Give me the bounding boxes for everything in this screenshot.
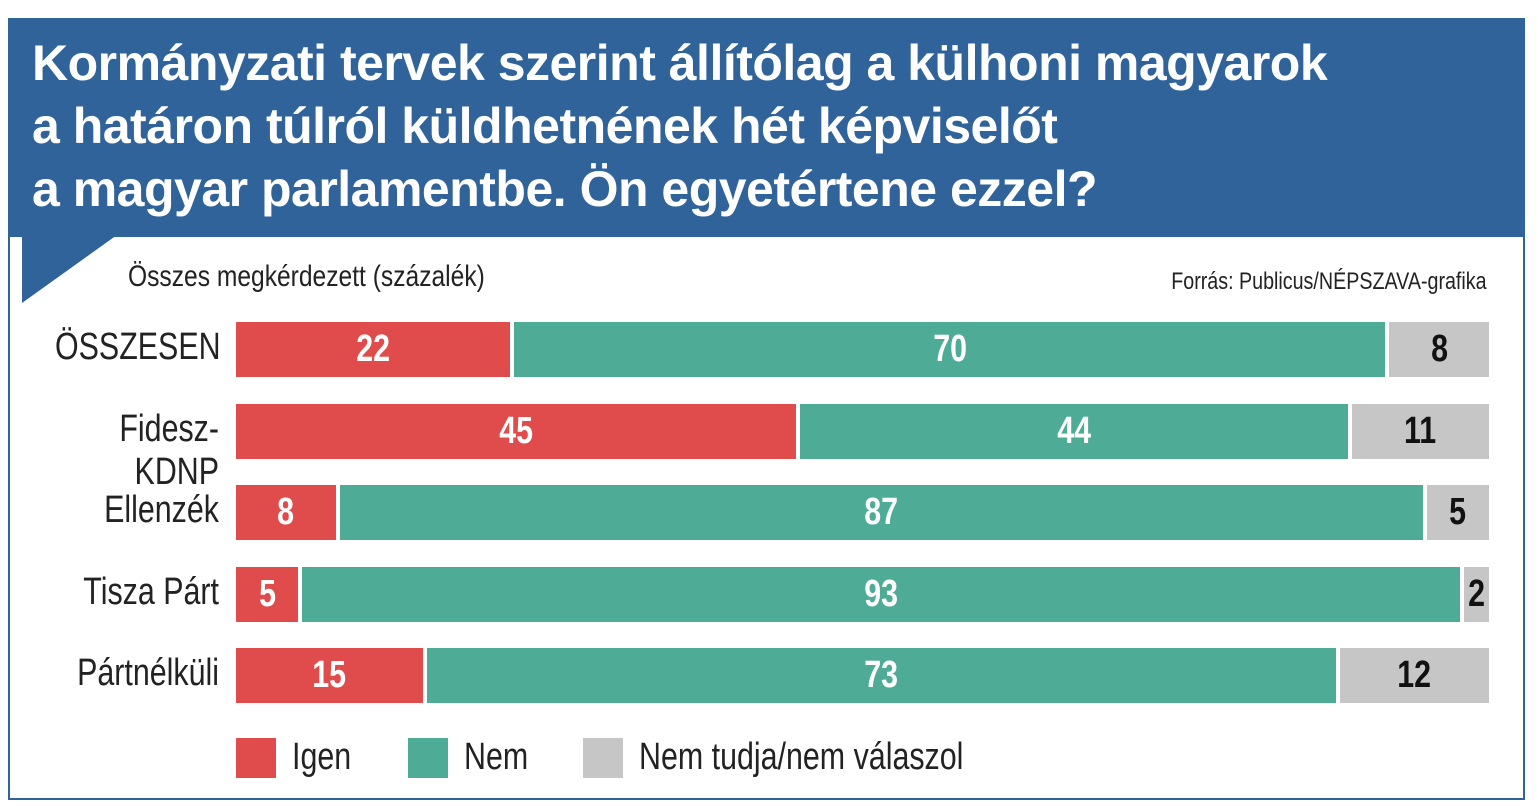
bar-nem: 11 (1352, 403, 1489, 459)
data-label: 5 (1449, 491, 1467, 533)
bar-nem: 73 (426, 648, 1336, 703)
data-label: 11 (1404, 409, 1437, 452)
data-label: 73 (864, 654, 899, 696)
bar-nem: 93 (302, 566, 1461, 622)
legend-label: Igen (292, 736, 352, 778)
bar-nem: 2 (1464, 566, 1489, 622)
legend-label: Nem (464, 736, 529, 778)
category-label: Ellenzék (104, 489, 219, 531)
chart-subtitle: Összes megkérdezett (százalék) (128, 260, 485, 293)
data-label: 8 (277, 491, 295, 533)
title-banner: Kormányzati tervek szerint állítólag a k… (10, 20, 1523, 237)
banner-pointer (22, 235, 117, 303)
data-label: 8 (1430, 328, 1448, 370)
category-label: Fidesz-KDNP (119, 407, 219, 493)
chart-source: Forrás: Publicus/NÉPSZAVA-grafika (1171, 268, 1487, 295)
data-label: 22 (356, 328, 390, 370)
bar-igen: 5 (236, 566, 299, 622)
bar-nem: 12 (1339, 648, 1489, 703)
bar-igen: 15 (236, 648, 423, 703)
legend-swatch (583, 738, 623, 778)
category-label: Tisza Párt (83, 570, 219, 613)
bar-igen: 8 (236, 485, 336, 540)
data-label: 44 (1057, 409, 1092, 452)
data-label: 93 (864, 572, 899, 615)
legend-swatch (408, 738, 448, 778)
bar-nem: 5 (1426, 485, 1489, 540)
chart-title: Kormányzati tervek szerint állítólag a k… (32, 35, 1328, 217)
bar-nem: 87 (339, 485, 1423, 540)
data-label: 70 (932, 328, 967, 370)
bar-igen: 45 (236, 403, 797, 459)
bar-nem: 44 (800, 403, 1349, 459)
data-label: 5 (258, 572, 276, 615)
chart-frame: Kormányzati tervek szerint állítólag a k… (8, 18, 1525, 800)
data-label: 15 (312, 654, 347, 696)
legend-label: Nem tudja/nem válaszol (639, 736, 964, 778)
bar-igen: 22 (236, 322, 510, 377)
category-label: ÖSSZESEN (55, 326, 221, 368)
data-label: 87 (864, 491, 899, 533)
data-label: 2 (1468, 572, 1485, 615)
category-label: Pártnélküli (77, 652, 219, 694)
data-label: 12 (1397, 654, 1432, 696)
data-label: 45 (499, 409, 534, 452)
bar-nem: 8 (1389, 322, 1489, 377)
legend-swatch (236, 738, 276, 778)
bar-nem: 70 (513, 322, 1386, 377)
